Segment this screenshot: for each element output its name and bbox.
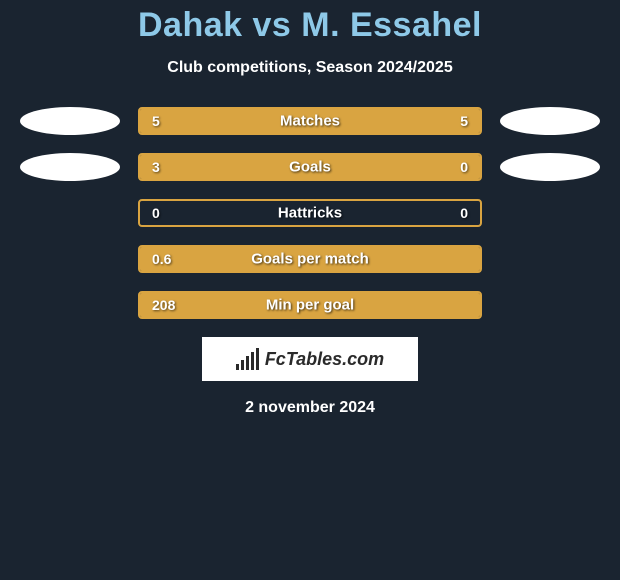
stat-bar: 0.6 Goals per match: [138, 245, 482, 273]
source-logo: FcTables.com: [202, 337, 418, 381]
chart-area: 5 5 Matches 3 0 Goals 0 0 Hattricks 0.6 Goals per …: [0, 107, 620, 319]
stat-label: Goals per match: [251, 251, 369, 268]
stat-row: 0.6 Goals per match: [0, 245, 620, 273]
stat-row: 0 0 Hattricks: [0, 199, 620, 227]
player-right-ellipse: [500, 153, 600, 181]
comparison-infographic: Dahak vs M. Essahel Club competitions, S…: [0, 0, 620, 580]
stat-value-left: 0.6: [152, 251, 171, 267]
stat-value-left: 5: [152, 113, 160, 129]
player-right-ellipse: [500, 107, 600, 135]
stat-label: Min per goal: [266, 297, 354, 314]
stat-value-left: 3: [152, 159, 160, 175]
stat-label: Goals: [289, 159, 331, 176]
player-left-ellipse: [20, 153, 120, 181]
stat-value-left: 208: [152, 297, 175, 313]
player-left-ellipse: [20, 107, 120, 135]
date-label: 2 november 2024: [0, 399, 620, 417]
stat-label: Matches: [280, 113, 340, 130]
logo-text: FcTables.com: [265, 349, 384, 370]
stat-label: Hattricks: [278, 205, 342, 222]
chart-icon: [236, 348, 259, 370]
stat-bar: 208 Min per goal: [138, 291, 482, 319]
stat-value-left: 0: [152, 205, 160, 221]
stat-bar: 0 0 Hattricks: [138, 199, 482, 227]
stat-value-right: 0: [460, 205, 468, 221]
subtitle: Club competitions, Season 2024/2025: [0, 59, 620, 77]
stat-row: 5 5 Matches: [0, 107, 620, 135]
stat-value-right: 0: [460, 159, 468, 175]
stat-bar: 5 5 Matches: [138, 107, 482, 135]
stat-bar: 3 0 Goals: [138, 153, 482, 181]
stat-row: 3 0 Goals: [0, 153, 620, 181]
bar-left-fill: [140, 155, 398, 179]
stat-row: 208 Min per goal: [0, 291, 620, 319]
stat-value-right: 5: [460, 113, 468, 129]
page-title: Dahak vs M. Essahel: [0, 0, 620, 45]
